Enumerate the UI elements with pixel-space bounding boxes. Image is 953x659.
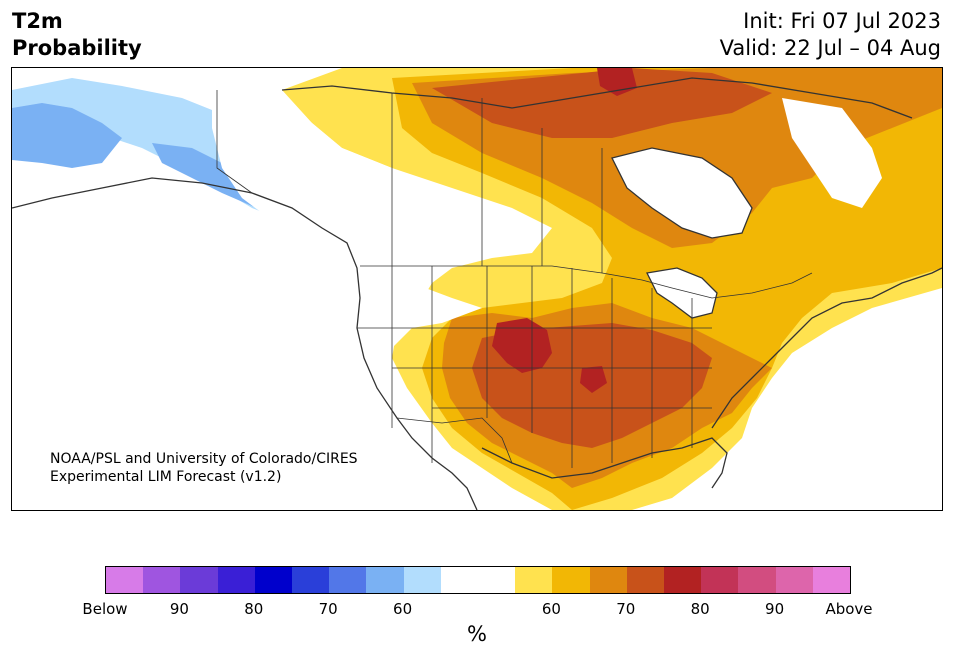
colorbar-tick-label: Below: [82, 600, 128, 618]
colorbar-tick-label: 60: [393, 600, 413, 618]
valid-period: Valid: 22 Jul – 04 Aug: [719, 36, 941, 60]
colorbar-tick-label: 70: [318, 600, 338, 618]
us-mexico-border: [396, 417, 513, 464]
below-70-region: [12, 103, 122, 168]
above-80-core-plains: [492, 318, 552, 373]
colorbar-swatch: [329, 567, 367, 593]
us-state-lines: [357, 266, 712, 468]
title-subject: Probability: [12, 36, 142, 60]
labrador-sea: [782, 98, 882, 208]
colorbar-swatch: [738, 567, 776, 593]
colorbar-swatch: [440, 567, 479, 593]
credit-line-2: Experimental LIM Forecast (v1.2): [50, 469, 282, 485]
canada-province-lines: [391, 93, 603, 273]
atlantic-coastline: [711, 267, 942, 429]
colorbar-swatch: [515, 567, 553, 593]
colorbar-tick-label: 90: [169, 600, 189, 618]
colorbar-swatch: [403, 567, 441, 593]
colorbar-swatch: [106, 567, 144, 593]
colorbar-swatch: [664, 567, 702, 593]
colorbar-swatch: [217, 567, 255, 593]
colorbar-swatch: [701, 567, 739, 593]
colorbar-tick-label: 90: [765, 600, 785, 618]
colorbar-tick-label: 80: [690, 600, 710, 618]
hudson-bay-coast: [611, 147, 753, 239]
colorbar-tick-label: 70: [616, 600, 636, 618]
arctic-coastline: [281, 77, 913, 119]
map-svg: [12, 68, 942, 510]
colorbar-swatch: [589, 567, 627, 593]
colorbar-swatch: [366, 567, 404, 593]
alaska-border: [216, 90, 253, 194]
colorbar-tick-label: Above: [825, 600, 873, 618]
colorbar-unit: %: [467, 622, 487, 646]
probability-map: NOAA/PSL and University of Colorado/CIRE…: [11, 67, 943, 511]
great-lakes: [647, 268, 717, 318]
colorbar: [105, 566, 851, 594]
interior-near-normal: [12, 88, 452, 510]
chart-title: T2m Probability: [12, 8, 142, 62]
us-canada-border: [360, 265, 813, 299]
political-borders: [216, 90, 813, 468]
hudson-bay: [612, 148, 752, 238]
near-normal-west-us: [350, 283, 482, 398]
colorbar-swatch: [478, 567, 516, 593]
colorbar-swatch: [775, 567, 813, 593]
credit-line-1: NOAA/PSL and University of Colorado/CIRE…: [50, 451, 358, 467]
colorbar-swatch: [254, 567, 293, 593]
colorbar-swatch: [180, 567, 218, 593]
colorbar-tick-label: 60: [541, 600, 561, 618]
great-lakes-shore: [646, 267, 718, 319]
title-variable: T2m: [12, 9, 63, 33]
init-date: Init: Fri 07 Jul 2023: [743, 9, 941, 33]
colorbar-tick-label: 80: [244, 600, 264, 618]
colorbar-swatch: [292, 567, 330, 593]
colorbar-swatch: [552, 567, 590, 593]
data-credit: NOAA/PSL and University of Colorado/CIRE…: [50, 450, 358, 486]
colorbar-swatch: [812, 567, 851, 593]
colorbar-swatch: [626, 567, 665, 593]
above-80-core-south: [580, 366, 607, 393]
forecast-dates: Init: Fri 07 Jul 2023 Valid: 22 Jul – 04…: [720, 8, 941, 62]
colorbar-swatch: [143, 567, 181, 593]
pacific-coastline: [12, 177, 478, 510]
